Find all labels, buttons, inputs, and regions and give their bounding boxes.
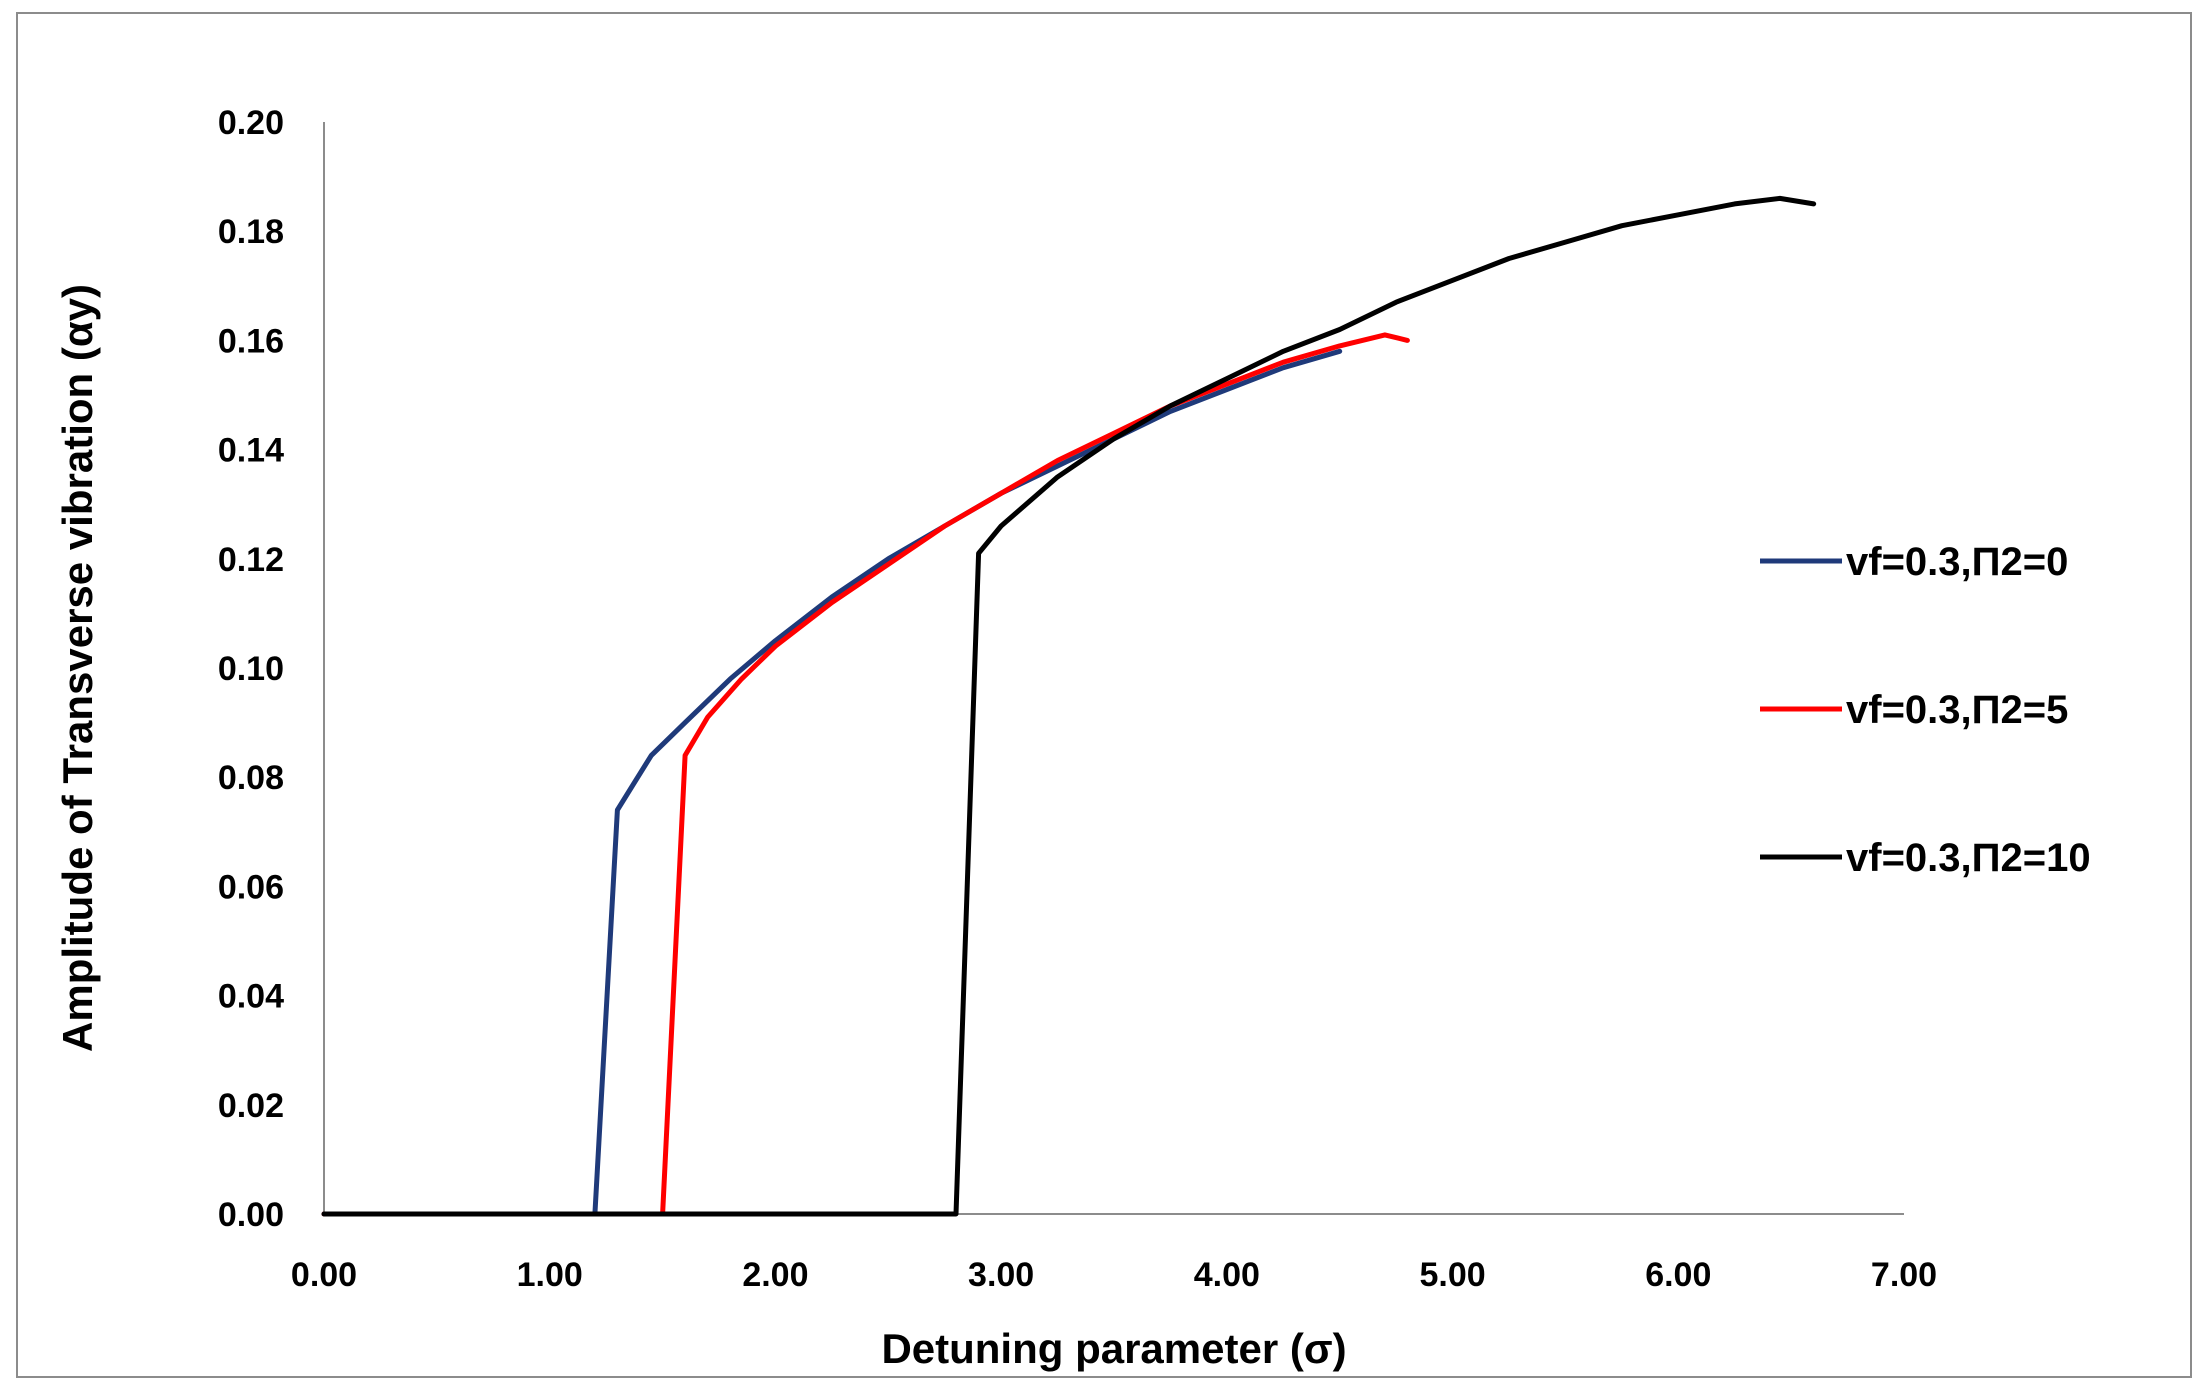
x-tick-label: 6.00 (1645, 1256, 1711, 1294)
y-tick-label: 0.16 (218, 322, 284, 360)
legend-label-1: vf=0.3,Π2=0 (1846, 540, 2068, 584)
y-tick-label: 0.10 (218, 650, 284, 688)
y-axis-title: Amplitude of Transverse vibration (αy) (54, 284, 101, 1052)
series-line-1 (321, 348, 1343, 1217)
x-tick-labels: 0.00 1.00 2.00 3.00 4.00 5.00 6.00 7.00 (291, 1256, 1937, 1294)
y-tick-label: 0.14 (218, 432, 284, 470)
y-tick-label: 0.00 (218, 1196, 284, 1234)
y-tick-label: 0.20 (218, 104, 284, 142)
legend-label-3: vf=0.3,Π2=10 (1846, 836, 2091, 880)
y-tick-labels: 0.00 0.02 0.04 0.06 0.08 0.10 0.12 0.14 0.16 0.18… (218, 104, 284, 1234)
x-tick-label: 0.00 (291, 1256, 357, 1294)
y-tick-label: 0.04 (218, 978, 284, 1016)
series-line-3 (321, 195, 1817, 1217)
legend-label-2: vf=0.3,Π2=5 (1846, 688, 2068, 732)
y-tick-label: 0.18 (218, 213, 284, 251)
series-lines (321, 195, 1817, 1217)
series-line-2 (321, 332, 1410, 1217)
axes (323, 122, 1904, 1215)
legend: vf=0.3,Π2=0 vf=0.3,Π2=5 vf=0.3,Π2=10 (1760, 540, 2091, 880)
chart-frame (16, 12, 2192, 1378)
y-tick-label: 0.12 (218, 541, 284, 579)
y-tick-label: 0.06 (218, 868, 284, 906)
y-tick-label: 0.02 (218, 1087, 284, 1125)
x-tick-label: 4.00 (1194, 1256, 1260, 1294)
x-axis-title: Detuning parameter (σ) (881, 1325, 1346, 1372)
x-tick-label: 5.00 (1419, 1256, 1485, 1294)
x-tick-label: 3.00 (968, 1256, 1034, 1294)
y-tick-label: 0.08 (218, 759, 284, 797)
x-tick-label: 7.00 (1871, 1256, 1937, 1294)
x-tick-label: 2.00 (742, 1256, 808, 1294)
x-tick-label: 1.00 (517, 1256, 583, 1294)
